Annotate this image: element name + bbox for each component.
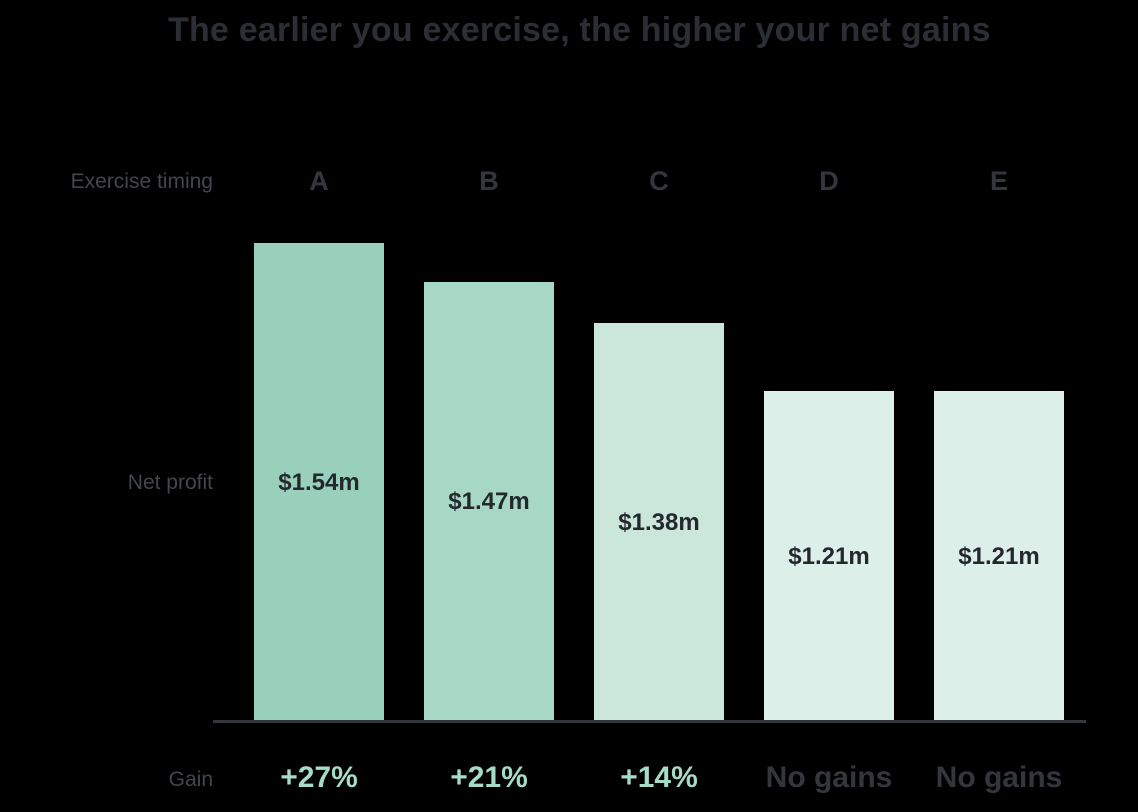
row-label-exercise-timing: Exercise timing: [70, 170, 213, 193]
category-label-c: C: [649, 166, 669, 196]
category-label-b: B: [479, 166, 499, 196]
gain-row: +27% +21% +14% No gains No gains: [254, 761, 1064, 795]
chart-title: The earlier you exercise, the higher you…: [168, 11, 991, 49]
bars-row: $1.54m $1.47m $1.38m $1.21m $1.21m: [254, 243, 1064, 722]
bar-value-label-a: $1.54m: [278, 468, 360, 496]
bar-d: $1.21m: [764, 391, 894, 722]
gain-label-e: No gains: [935, 761, 1063, 794]
baseline-axis: [213, 720, 1086, 723]
category-label-e: E: [989, 166, 1008, 196]
row-label-gain: Gain: [168, 768, 213, 791]
bar-c: $1.38m: [594, 323, 724, 722]
category-row: A B C D E: [254, 166, 1064, 197]
gain-label-b: +21%: [450, 761, 528, 794]
bar-b: $1.47m: [424, 282, 554, 722]
bar-e: $1.21m: [934, 391, 1064, 722]
category-label-d: D: [819, 166, 839, 196]
gain-label-a: +27%: [280, 761, 358, 794]
bar-value-label-d: $1.21m: [788, 542, 870, 570]
gain-label-d: No gains: [765, 761, 893, 794]
row-label-net-profit: Net profit: [127, 471, 213, 494]
bar-value-label-e: $1.21m: [958, 542, 1040, 570]
bar-a: $1.54m: [254, 243, 384, 722]
bar-value-label-c: $1.38m: [618, 508, 700, 536]
category-label-a: A: [309, 166, 329, 196]
gain-label-c: +14%: [620, 761, 698, 794]
bar-value-label-b: $1.47m: [448, 488, 530, 515]
